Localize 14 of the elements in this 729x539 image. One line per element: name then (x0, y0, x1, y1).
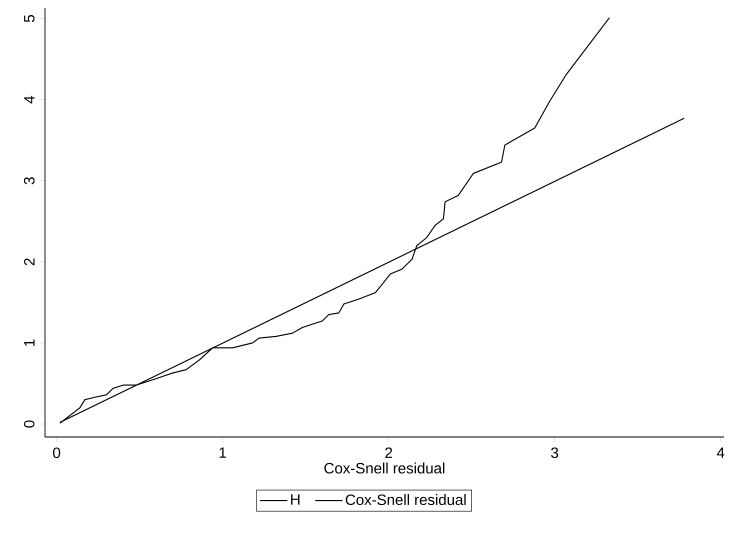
y-tick-label: 4 (24, 96, 35, 104)
y-tick-label: 1 (24, 339, 35, 346)
x-axis-title: Cox-Snell residual (324, 462, 444, 474)
x-tick-label: 2 (385, 447, 392, 458)
x-tick-label: 1 (220, 447, 226, 458)
x-tick-label: 3 (551, 447, 558, 458)
legend-label: H (291, 494, 300, 505)
y-tick-label: 0 (24, 420, 35, 428)
x-tick-label: 4 (716, 447, 724, 458)
y-tick-label: 2 (24, 258, 35, 266)
y-tick-label: 5 (24, 14, 35, 22)
legend-label: Cox-Snell residual (346, 494, 466, 506)
x-tick-label: 0 (53, 447, 60, 458)
y-tick-label: 3 (24, 177, 35, 184)
